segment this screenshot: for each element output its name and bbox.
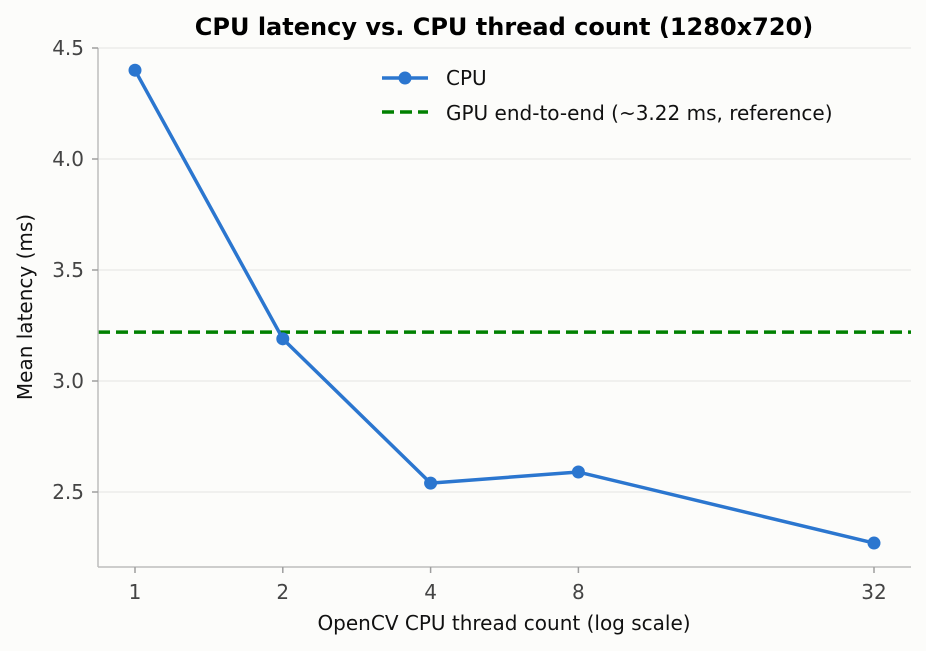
y-tick-label: 3.5: [52, 258, 84, 282]
cpu-data-point: [276, 332, 290, 346]
x-tick-label: 1: [129, 580, 142, 604]
grid-lines: [98, 47, 911, 493]
x-tick-label: 32: [861, 580, 886, 604]
cpu-data-point: [867, 536, 881, 550]
cpu-data-point: [424, 476, 438, 490]
cpu-data-point: [571, 465, 585, 479]
x-axis-label: OpenCV CPU thread count (log scale): [317, 611, 690, 635]
y-axis-label: Mean latency (ms): [13, 214, 37, 400]
y-tick-label: 3.0: [52, 369, 84, 393]
cpu-data-point: [128, 63, 142, 77]
x-tick-label: 8: [572, 580, 585, 604]
y-tick-label: 2.5: [52, 480, 84, 504]
legend: CPU GPU end-to-end (~3.22 ms, reference): [382, 66, 833, 125]
data-points: [128, 63, 881, 550]
chart-title: CPU latency vs. CPU thread count (1280x7…: [195, 13, 813, 41]
legend-cpu-marker: [398, 71, 412, 85]
x-tick-label: 4: [424, 580, 437, 604]
x-ticks: 1 2 4 8 32: [129, 567, 887, 604]
y-tick-label: 4.0: [52, 147, 84, 171]
legend-cpu-label: CPU: [446, 66, 487, 90]
legend-gpu-label: GPU end-to-end (~3.22 ms, reference): [446, 101, 833, 125]
x-tick-label: 2: [276, 580, 289, 604]
y-tick-label: 4.5: [52, 36, 84, 60]
y-ticks: 2.5 3.0 3.5 4.0 4.5: [52, 36, 98, 504]
